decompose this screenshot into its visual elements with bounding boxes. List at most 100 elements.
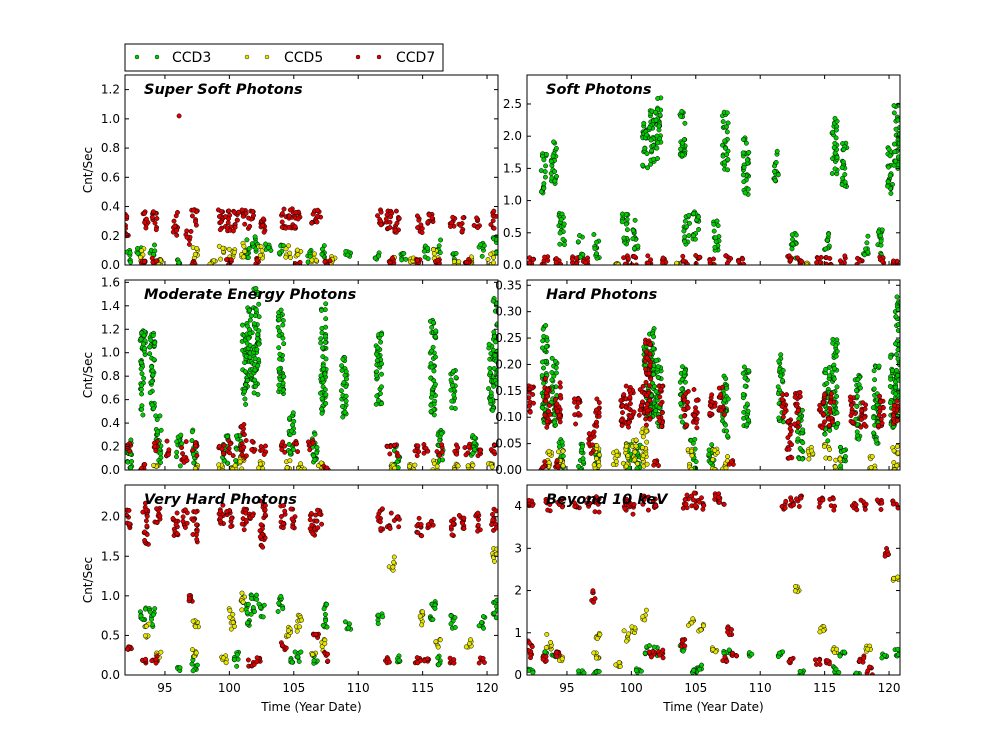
- point-ccd3: [263, 241, 269, 247]
- point-ccd7: [574, 261, 580, 265]
- point-ccd7: [626, 424, 631, 430]
- point-ccd3: [686, 233, 692, 239]
- point-ccd5: [891, 448, 897, 454]
- point-ccd5: [313, 257, 319, 263]
- point-ccd3: [277, 377, 283, 383]
- axes-frame: [526, 279, 901, 471]
- legend-marker-ccd3: [134, 54, 140, 60]
- point-ccd3: [448, 613, 454, 619]
- point-ccd7: [257, 498, 263, 504]
- point-ccd7: [279, 219, 285, 225]
- point-ccd7: [623, 383, 629, 389]
- point-ccd7: [681, 397, 687, 403]
- point-ccd5: [594, 443, 600, 449]
- point-ccd3: [152, 606, 158, 612]
- point-ccd3: [177, 665, 183, 671]
- point-ccd5: [230, 619, 236, 625]
- point-ccd7: [648, 257, 654, 263]
- point-ccd7: [429, 215, 435, 221]
- point-ccd3: [720, 119, 726, 125]
- point-ccd7: [631, 409, 637, 415]
- point-ccd5: [390, 564, 396, 570]
- point-ccd3: [343, 393, 349, 399]
- point-ccd3: [280, 243, 286, 249]
- point-ccd3: [432, 381, 438, 387]
- point-ccd3: [743, 140, 749, 146]
- point-ccd3: [872, 377, 878, 383]
- point-ccd5: [194, 245, 200, 251]
- point-ccd7: [680, 258, 686, 264]
- point-ccd7: [186, 241, 192, 247]
- point-ccd7: [286, 224, 292, 230]
- point-ccd7: [857, 258, 863, 264]
- point-ccd3: [795, 436, 801, 442]
- point-ccd7: [729, 627, 734, 633]
- point-ccd3: [649, 148, 655, 154]
- point-ccd7: [789, 442, 795, 448]
- point-ccd7: [591, 599, 596, 605]
- point-ccd7: [249, 447, 255, 453]
- point-ccd3: [684, 224, 689, 230]
- point-ccd3: [865, 233, 871, 239]
- x-tick-label: 110: [749, 681, 772, 695]
- point-ccd3: [895, 372, 900, 378]
- point-ccd3: [651, 156, 657, 162]
- point-ccd7: [281, 503, 287, 508]
- point-ccd7: [245, 657, 251, 663]
- legend-label-ccd7: CCD7: [396, 50, 435, 66]
- point-ccd3: [706, 447, 712, 453]
- point-ccd3: [375, 621, 381, 627]
- point-ccd3: [319, 246, 325, 252]
- point-ccd7: [279, 447, 285, 453]
- point-ccd7: [387, 526, 393, 531]
- point-ccd7: [184, 457, 190, 463]
- point-ccd7: [394, 220, 400, 226]
- y-tick-label: 0.35: [495, 278, 522, 292]
- point-ccd5: [299, 617, 305, 623]
- point-ccd3: [149, 379, 155, 384]
- point-ccd3: [433, 334, 439, 340]
- point-ccd3: [699, 662, 705, 668]
- point-ccd7: [391, 442, 397, 448]
- y-tick-label: 0.2: [101, 229, 120, 243]
- point-ccd3: [280, 318, 286, 323]
- point-ccd7: [645, 253, 651, 259]
- point-ccd5: [455, 463, 461, 469]
- point-ccd3: [744, 401, 750, 407]
- point-ccd7: [378, 209, 384, 215]
- point-ccd5: [139, 248, 145, 254]
- y-tick-label: 0.0: [503, 258, 522, 272]
- point-ccd3: [714, 218, 720, 224]
- point-ccd3: [480, 614, 486, 619]
- point-ccd3: [878, 233, 883, 239]
- point-ccd5: [288, 255, 294, 261]
- point-ccd3: [438, 431, 444, 437]
- point-ccd7: [150, 209, 156, 215]
- point-ccd3: [243, 401, 249, 407]
- point-ccd7: [414, 453, 420, 459]
- point-ccd3: [488, 398, 493, 403]
- point-ccd7: [625, 256, 631, 262]
- point-ccd3: [740, 136, 746, 142]
- point-ccd3: [723, 124, 729, 130]
- point-ccd3: [548, 158, 554, 164]
- point-ccd3: [871, 386, 877, 392]
- point-ccd7: [693, 420, 699, 426]
- point-ccd3: [491, 610, 497, 616]
- point-ccd7: [684, 422, 690, 428]
- point-ccd3: [886, 146, 892, 152]
- point-ccd7: [792, 421, 798, 427]
- point-ccd3: [690, 440, 696, 446]
- point-ccd7: [157, 513, 163, 519]
- point-ccd3: [772, 178, 778, 184]
- point-ccd7: [491, 225, 497, 231]
- y-tick-label: 0: [514, 668, 522, 682]
- point-ccd7: [795, 255, 800, 261]
- point-ccd5: [297, 624, 303, 630]
- y-tick-label: 0.4: [101, 416, 120, 430]
- y-tick-label: 0.4: [101, 200, 120, 214]
- point-ccd7: [125, 213, 130, 219]
- point-ccd3: [150, 368, 156, 374]
- point-ccd7: [239, 521, 245, 527]
- point-ccd3: [323, 618, 329, 624]
